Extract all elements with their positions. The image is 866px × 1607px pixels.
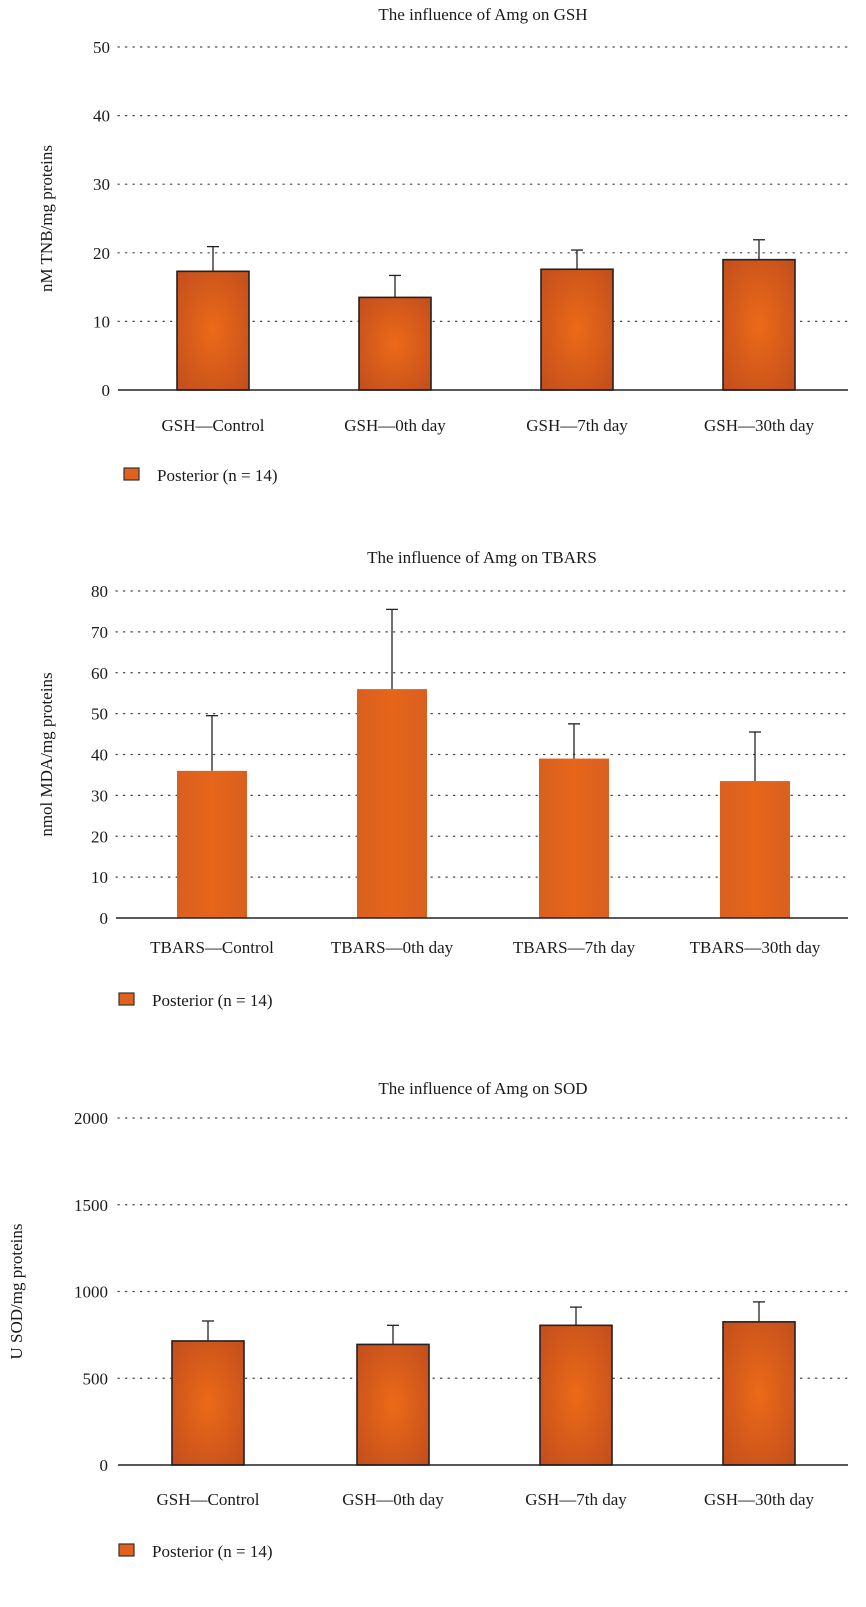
x-tick-label: GSH—0th day: [342, 1490, 444, 1509]
y-tick-label: 70: [91, 623, 108, 642]
bar: [540, 268, 614, 391]
y-tick-label: 0: [102, 381, 111, 400]
y-tick-label: 30: [93, 175, 110, 194]
y-tick-label: 10: [93, 312, 110, 331]
y-tick-label: 40: [93, 107, 110, 126]
bar: [539, 758, 609, 918]
legend-label: Posterior (n = 14): [157, 466, 278, 485]
legend-label: Posterior (n = 14): [152, 1542, 273, 1561]
y-tick-label: 0: [100, 909, 109, 928]
x-tick-label: GSH—Control: [162, 416, 265, 435]
x-tick-label: TBARS—0th day: [331, 938, 454, 957]
bar: [722, 1321, 796, 1466]
chart-title: The influence of Amg on SOD: [378, 1079, 587, 1098]
x-tick-label: TBARS—7th day: [513, 938, 636, 957]
legend: Posterior (n = 14): [118, 1542, 273, 1561]
y-tick-label: 30: [91, 786, 108, 805]
x-tick-label: TBARS—30th day: [690, 938, 821, 957]
legend-swatch: [118, 1543, 135, 1557]
y-tick-label: 2000: [74, 1109, 108, 1128]
bar: [171, 1340, 245, 1466]
y-tick-label: 1500: [74, 1196, 108, 1215]
y-tick-label: 10: [91, 868, 108, 887]
x-tick-label: GSH—7th day: [526, 416, 628, 435]
x-tick-label: GSH—30th day: [704, 1490, 815, 1509]
y-axis-label: U SOD/mg proteins: [7, 1224, 26, 1360]
bar: [358, 296, 432, 391]
x-tick-label: GSH—Control: [157, 1490, 260, 1509]
legend-swatch: [123, 467, 140, 481]
bar: [176, 270, 250, 391]
bar: [177, 770, 247, 918]
chart-title: The influence of Amg on GSH: [378, 5, 587, 24]
bar: [720, 781, 790, 918]
bar: [356, 1343, 430, 1466]
y-tick-label: 50: [93, 38, 110, 57]
legend-swatch: [118, 992, 135, 1006]
bar: [722, 258, 796, 391]
legend: Posterior (n = 14): [118, 991, 273, 1010]
x-tick-label: TBARS—Control: [150, 938, 274, 957]
y-axis-label: nmol MDA/mg proteins: [37, 672, 56, 836]
chart-panel-1: The influence of Amg on GSH nM TNB/mg pro…: [37, 5, 849, 485]
y-tick-label: 500: [83, 1369, 109, 1388]
y-tick-label: 60: [91, 664, 108, 683]
chart-title: The influence of Amg on TBARS: [367, 548, 597, 567]
y-tick-label: 1000: [74, 1283, 108, 1302]
x-tick-label: GSH—30th day: [704, 416, 815, 435]
bar: [539, 1324, 613, 1466]
legend: Posterior (n = 14): [123, 466, 278, 485]
y-tick-label: 20: [93, 244, 110, 263]
y-tick-label: 20: [91, 827, 108, 846]
y-tick-label: 0: [100, 1456, 109, 1475]
chart-panel-3: The influence of Amg on SOD U SOD/mg prot…: [7, 1079, 849, 1561]
y-tick-label: 80: [91, 582, 108, 601]
y-tick-label: 50: [91, 705, 108, 724]
legend-label: Posterior (n = 14): [152, 991, 273, 1010]
chart-panel-2: The influence of Amg on TBARS nmol MDA/mg…: [37, 548, 849, 1010]
x-tick-label: GSH—0th day: [344, 416, 446, 435]
bar: [357, 689, 427, 918]
y-tick-label: 40: [91, 746, 108, 765]
x-tick-label: GSH—7th day: [525, 1490, 627, 1509]
y-axis-label: nM TNB/mg proteins: [37, 145, 56, 292]
